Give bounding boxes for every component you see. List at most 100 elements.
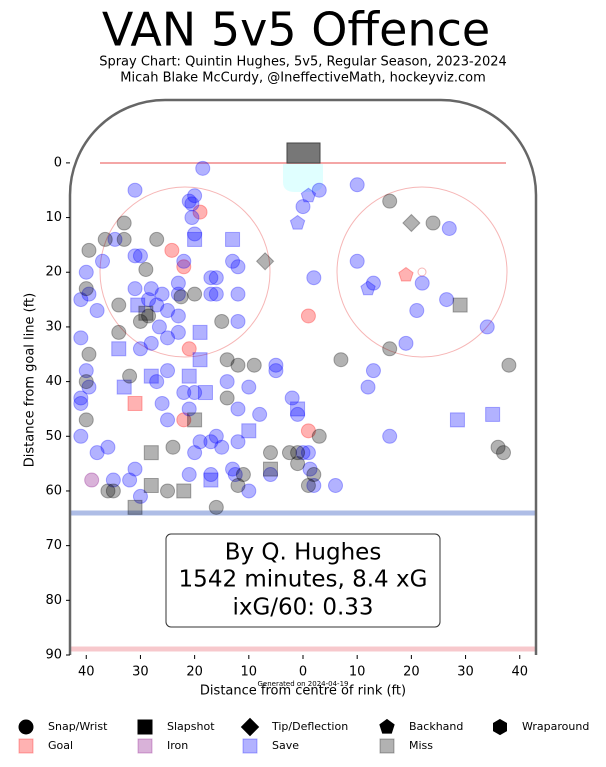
shot bbox=[241, 423, 257, 439]
shot bbox=[300, 187, 317, 203]
shot bbox=[143, 477, 159, 493]
shot bbox=[105, 472, 121, 488]
x-tick-label: 10 bbox=[241, 665, 258, 680]
shot bbox=[122, 472, 138, 488]
shot bbox=[262, 467, 278, 483]
shot bbox=[382, 341, 398, 357]
shot bbox=[281, 445, 297, 461]
shot bbox=[208, 499, 224, 515]
shot bbox=[184, 210, 200, 226]
shot bbox=[398, 266, 414, 282]
shot bbox=[143, 335, 159, 351]
shot bbox=[73, 330, 89, 346]
shot bbox=[449, 412, 465, 428]
shot bbox=[311, 428, 327, 444]
shot bbox=[184, 196, 200, 212]
shot bbox=[290, 456, 306, 472]
shot bbox=[414, 275, 430, 291]
shot bbox=[306, 270, 322, 286]
shot bbox=[241, 483, 257, 499]
legend-label: Iron bbox=[167, 739, 188, 752]
shot bbox=[122, 368, 138, 384]
shot bbox=[160, 363, 176, 379]
shot bbox=[295, 445, 311, 461]
shot bbox=[246, 357, 262, 373]
shot bbox=[219, 390, 235, 406]
shot bbox=[73, 390, 89, 406]
shot bbox=[230, 434, 246, 450]
shot bbox=[111, 297, 127, 313]
shot bbox=[311, 182, 327, 198]
shot bbox=[349, 177, 365, 193]
shot bbox=[382, 193, 398, 209]
shot bbox=[300, 445, 316, 461]
shot bbox=[214, 313, 230, 329]
shot bbox=[230, 313, 246, 329]
shot bbox=[73, 395, 89, 411]
shot bbox=[127, 281, 143, 297]
shot bbox=[241, 379, 257, 395]
shot bbox=[235, 467, 251, 483]
info-box bbox=[165, 533, 441, 628]
shot bbox=[111, 341, 127, 357]
legend-label: Tip/Deflection bbox=[271, 720, 348, 733]
shot bbox=[485, 406, 501, 422]
shot bbox=[409, 303, 425, 319]
legend-label: Goal bbox=[48, 739, 73, 752]
legend-label: Slapshot bbox=[167, 720, 215, 733]
shot bbox=[495, 445, 511, 461]
shot bbox=[176, 253, 192, 269]
shot bbox=[255, 252, 275, 271]
shot bbox=[295, 199, 311, 215]
x-tick-label: 20 bbox=[403, 665, 420, 680]
shot bbox=[230, 401, 246, 417]
shot bbox=[84, 472, 100, 488]
shot bbox=[439, 292, 455, 308]
legend-marker bbox=[493, 718, 507, 736]
shot bbox=[95, 253, 111, 269]
x-tick-label: 20 bbox=[186, 665, 203, 680]
legend-swatch bbox=[18, 738, 34, 754]
info-text: ixG/60: 0.33 bbox=[232, 595, 373, 621]
y-tick-label: 70 bbox=[45, 538, 62, 553]
shot bbox=[138, 262, 154, 278]
shot bbox=[138, 305, 154, 321]
subtitle: Spray Chart: Quintin Hughes, 5v5, Regula… bbox=[99, 55, 507, 70]
x-tick-label: 10 bbox=[349, 665, 366, 680]
shot bbox=[208, 428, 224, 444]
shot bbox=[365, 275, 381, 291]
y-tick-label: 40 bbox=[45, 374, 62, 389]
shot bbox=[225, 231, 241, 247]
shot bbox=[230, 259, 246, 275]
shot bbox=[360, 379, 376, 395]
shot bbox=[149, 231, 165, 247]
shot bbox=[203, 270, 219, 286]
shot bbox=[290, 406, 306, 422]
legend-marker bbox=[240, 717, 260, 737]
info-text: By Q. Hughes bbox=[225, 540, 382, 566]
shot bbox=[132, 248, 148, 264]
shot bbox=[333, 352, 349, 368]
shot bbox=[127, 395, 143, 411]
shot bbox=[89, 445, 105, 461]
y-tick-label: 0 bbox=[54, 155, 62, 170]
shot bbox=[170, 286, 186, 302]
shot bbox=[81, 242, 97, 258]
shot bbox=[227, 467, 243, 483]
shot bbox=[78, 412, 94, 428]
shot bbox=[306, 467, 322, 483]
shot bbox=[192, 324, 208, 340]
chart-title: VAN 5v5 Offence bbox=[102, 3, 490, 57]
shot bbox=[203, 286, 219, 302]
info-text: 1542 minutes, 8.4 xG bbox=[179, 567, 428, 593]
shot bbox=[105, 483, 121, 499]
faceoff-circle bbox=[336, 186, 508, 358]
shot bbox=[262, 461, 278, 477]
shot bbox=[111, 324, 127, 340]
shot bbox=[132, 313, 148, 329]
y-tick-label: 30 bbox=[45, 319, 62, 334]
shot bbox=[187, 188, 203, 204]
shot bbox=[300, 423, 316, 439]
shot bbox=[192, 434, 208, 450]
shot bbox=[290, 445, 306, 461]
